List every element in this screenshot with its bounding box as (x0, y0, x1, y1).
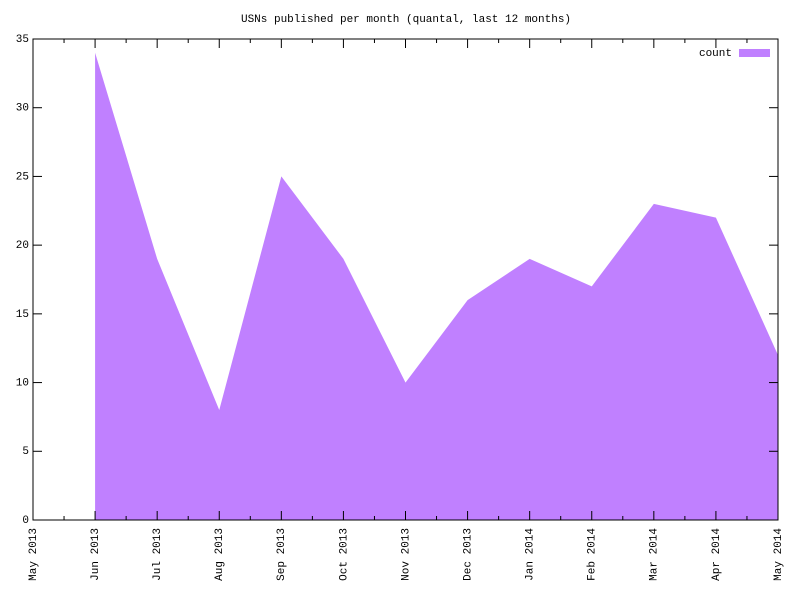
x-tick-label: Sep 2013 (276, 528, 288, 581)
y-tick-label: 15 (16, 309, 29, 321)
x-tick-label: Nov 2013 (400, 528, 412, 581)
x-tick-label: Oct 2013 (338, 528, 350, 581)
y-tick-label: 10 (16, 377, 29, 389)
x-tick-label: Feb 2014 (587, 528, 599, 581)
x-tick-label: Mar 2014 (649, 528, 661, 581)
y-tick-label: 0 (22, 515, 29, 527)
legend-label: count (699, 48, 732, 60)
x-tick-label: May 2014 (773, 528, 785, 581)
x-tick-label: Aug 2013 (214, 528, 226, 581)
y-tick-label: 5 (22, 446, 29, 458)
x-tick-label: Dec 2013 (462, 528, 474, 581)
x-tick-label: Jun 2013 (90, 528, 102, 581)
legend-swatch (739, 49, 770, 57)
chart-title: USNs published per month (quantal, last … (241, 14, 571, 26)
y-tick-label: 35 (16, 34, 29, 46)
x-tick-label: Apr 2014 (711, 528, 723, 581)
area (95, 52, 779, 520)
x-tick-label: May 2013 (28, 528, 40, 581)
x-tick-label: Jul 2013 (152, 528, 164, 581)
y-tick-label: 20 (16, 240, 29, 252)
x-tick-label: Jan 2014 (525, 528, 537, 581)
y-tick-label: 30 (16, 103, 29, 115)
y-tick-label: 25 (16, 171, 29, 183)
